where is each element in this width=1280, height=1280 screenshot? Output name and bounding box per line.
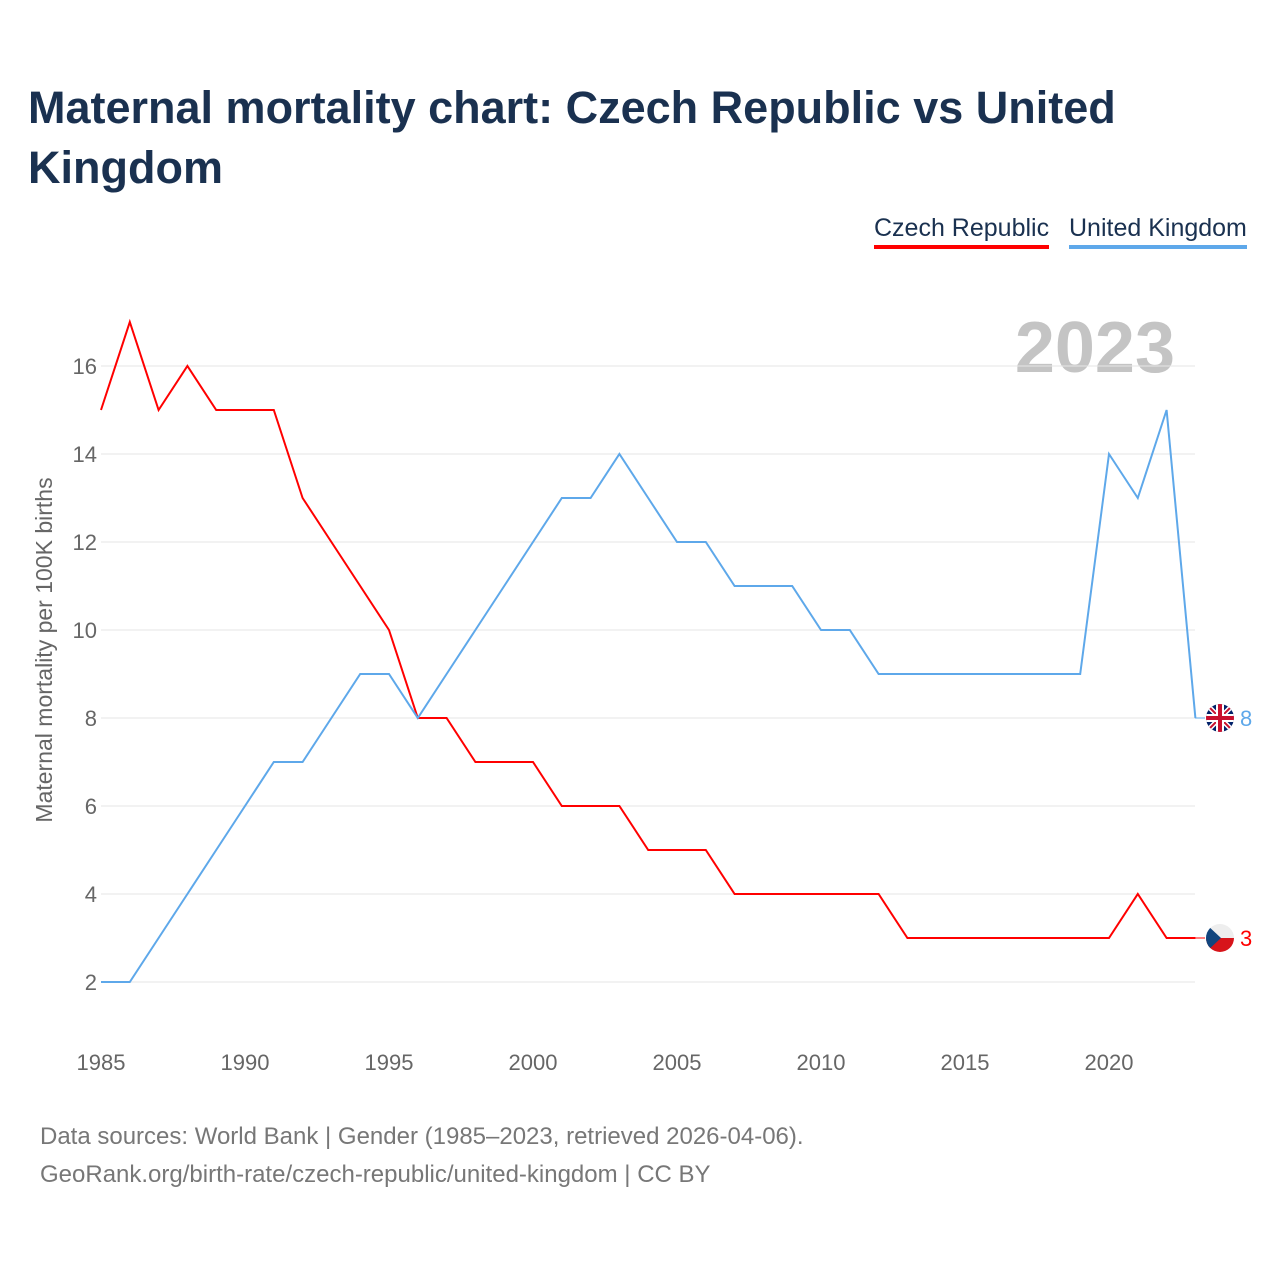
x-tick-label: 1990	[221, 1050, 270, 1075]
y-tick-label: 8	[85, 706, 97, 731]
source-link[interactable]: GeoRank.org/birth-rate/czech-republic/un…	[40, 1161, 711, 1188]
legend-czech-republic[interactable]: Czech Republic	[874, 214, 1050, 249]
year-watermark: 2023	[1015, 308, 1175, 388]
legend-united-kingdom[interactable]: United Kingdom	[1069, 214, 1247, 249]
y-tick-label: 14	[73, 442, 97, 467]
x-tick-label: 1995	[365, 1050, 414, 1075]
source-note: Data sources: World Bank | Gender (1985–…	[40, 1123, 804, 1150]
y-tick-label: 10	[73, 618, 97, 643]
y-tick-label: 4	[85, 882, 97, 907]
czech-flag-icon	[1206, 924, 1234, 952]
x-tick-label: 2005	[653, 1050, 702, 1075]
y-tick-label: 16	[73, 354, 97, 379]
x-tick-label: 2010	[797, 1050, 846, 1075]
x-tick-label: 2015	[941, 1050, 990, 1075]
end-value-label: 8	[1240, 706, 1252, 731]
x-tick-label: 1985	[77, 1050, 126, 1075]
series-line-czech-republic[interactable]	[100, 318, 1196, 939]
y-tick-label: 2	[85, 970, 97, 995]
line-chart: 2023 Maternal mortality per 100K births …	[31, 308, 1252, 1075]
y-axis-label: Maternal mortality per 100K births	[31, 477, 57, 822]
y-tick-label: 12	[73, 530, 97, 555]
uk-flag-icon	[1206, 704, 1234, 732]
chart-title: Maternal mortality chart: Czech Republic…	[28, 82, 1116, 193]
footer: Data sources: World Bank | Gender (1985–…	[40, 1118, 804, 1194]
end-value-label: 3	[1240, 926, 1252, 951]
x-tick-label: 2000	[509, 1050, 558, 1075]
y-tick-label: 6	[85, 794, 97, 819]
x-tick-label: 2020	[1085, 1050, 1134, 1075]
series-line-united-kingdom[interactable]	[101, 409, 1197, 983]
